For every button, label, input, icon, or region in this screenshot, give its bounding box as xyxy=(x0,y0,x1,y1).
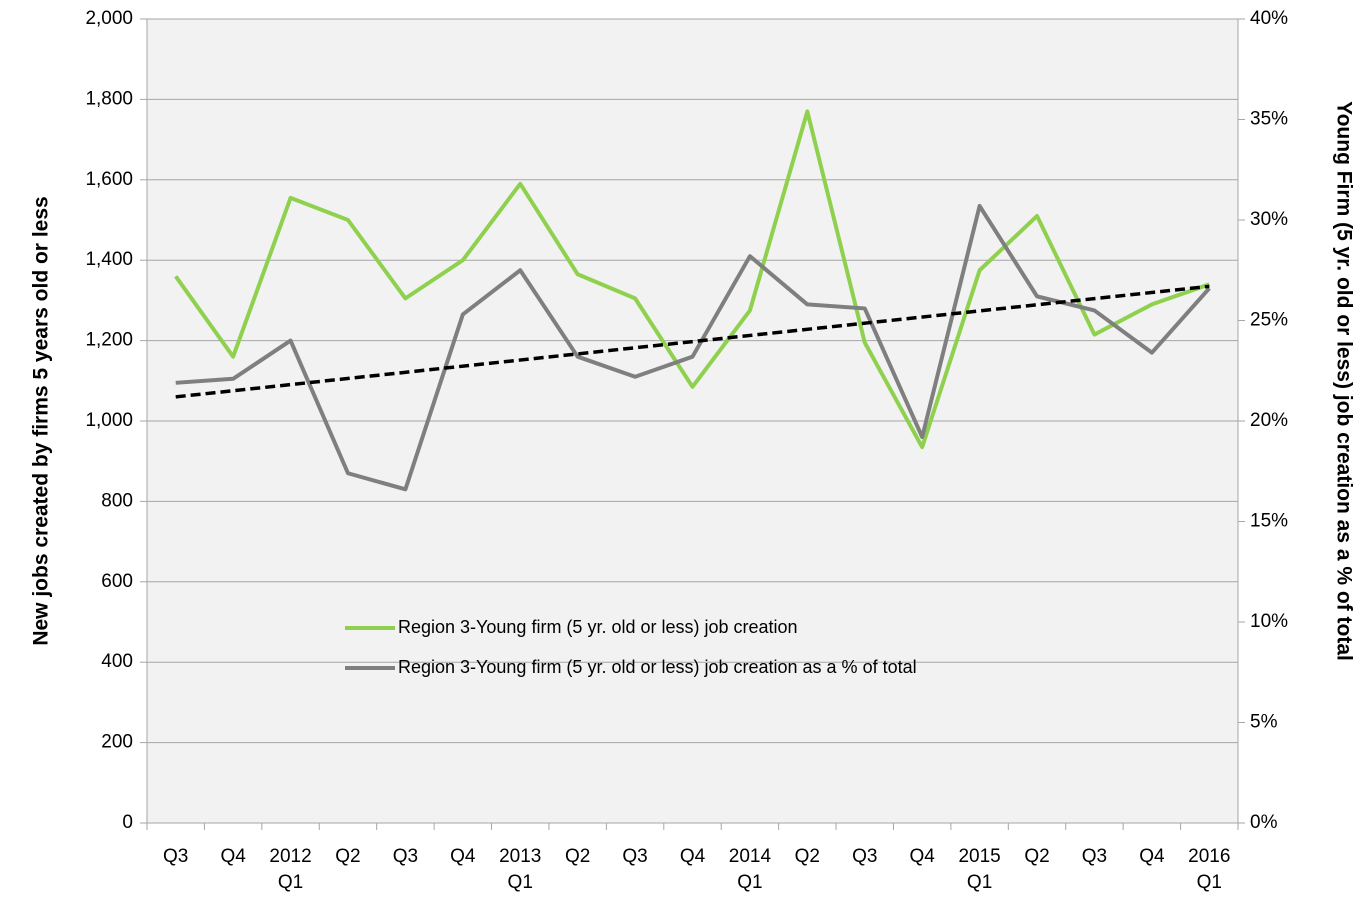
x-tick-label: 2016 Q1 xyxy=(1188,846,1230,893)
x-tick-label: Q3 xyxy=(622,846,647,867)
x-tick-label: Q2 xyxy=(335,846,360,867)
x-tick-label: Q3 xyxy=(163,846,188,867)
x-tick-label: Q2 xyxy=(565,846,590,867)
y2-tick-label: 30% xyxy=(1250,209,1288,230)
x-tick-label: Q2 xyxy=(1024,846,1049,867)
y2-tick-label: 25% xyxy=(1250,310,1288,331)
y-tick-label: 1,600 xyxy=(85,169,133,190)
series-line xyxy=(174,109,1210,450)
x-tick-label: Q2 xyxy=(795,846,820,867)
x-tick-label: 2014 Q1 xyxy=(729,846,772,893)
y2-tick-label: 0% xyxy=(1250,812,1278,833)
y-tick-label: 600 xyxy=(101,571,133,592)
x-tick-label: 2013 Q1 xyxy=(499,846,541,893)
legend-label: Region 3-Young firm (5 yr. old or less) … xyxy=(398,617,798,637)
x-tick-label: 2012 Q1 xyxy=(269,846,311,893)
x-tick-label: Q3 xyxy=(393,846,418,867)
x-tick-label: Q4 xyxy=(1139,846,1165,867)
x-tick-label: Q3 xyxy=(1082,846,1107,867)
y2-tick-label: 5% xyxy=(1250,712,1278,733)
y2-tick-label: 35% xyxy=(1250,109,1288,130)
y2-tick-label: 15% xyxy=(1250,511,1288,532)
y-tick-label: 800 xyxy=(101,490,133,511)
x-tick-label: Q4 xyxy=(680,846,706,867)
y-tick-label: 1,400 xyxy=(85,249,133,270)
y-tick-label: 400 xyxy=(101,651,133,672)
series-line xyxy=(175,203,1211,492)
y2-tick-label: 10% xyxy=(1250,611,1288,632)
x-tick-label: Q4 xyxy=(220,846,246,867)
x-tick-label: Q4 xyxy=(910,846,936,867)
y-tick-label: 200 xyxy=(101,732,133,753)
y-tick-label: 1,000 xyxy=(85,410,133,431)
y2-axis-label: Young Firm (5 yr. old or less) job creat… xyxy=(1332,101,1355,661)
y-axis-label: New jobs created by firms 5 years old or… xyxy=(30,196,53,645)
y-tick-label: 2,000 xyxy=(85,8,133,29)
y2-tick-label: 40% xyxy=(1250,8,1288,29)
x-tick-label: Q3 xyxy=(852,846,877,867)
legend-label: Region 3-Young firm (5 yr. old or less) … xyxy=(398,657,917,677)
y-tick-label: 1,800 xyxy=(85,88,133,109)
x-tick-label: 2015 Q1 xyxy=(958,846,1000,893)
y-tick-label: 1,200 xyxy=(85,330,133,351)
y2-tick-label: 20% xyxy=(1250,410,1288,431)
trendline xyxy=(175,284,1210,399)
x-tick-label: Q4 xyxy=(450,846,476,867)
y-tick-label: 0 xyxy=(122,812,133,833)
